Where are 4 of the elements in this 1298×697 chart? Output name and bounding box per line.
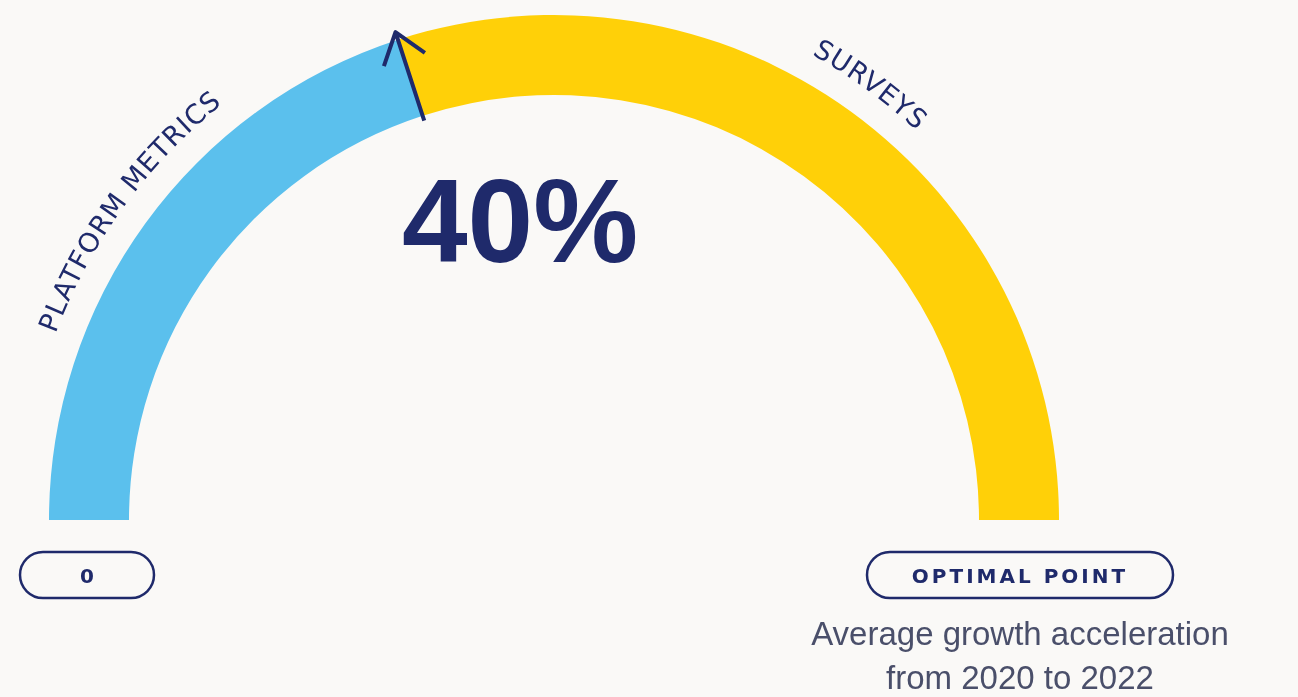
text: Average growth acceleration from 2020 to 2022 — [811, 615, 1229, 696]
data-label: 40% — [401, 155, 639, 287]
text: 0 — [80, 564, 94, 588]
text: OPTIMAL POINT — [911, 564, 1129, 588]
